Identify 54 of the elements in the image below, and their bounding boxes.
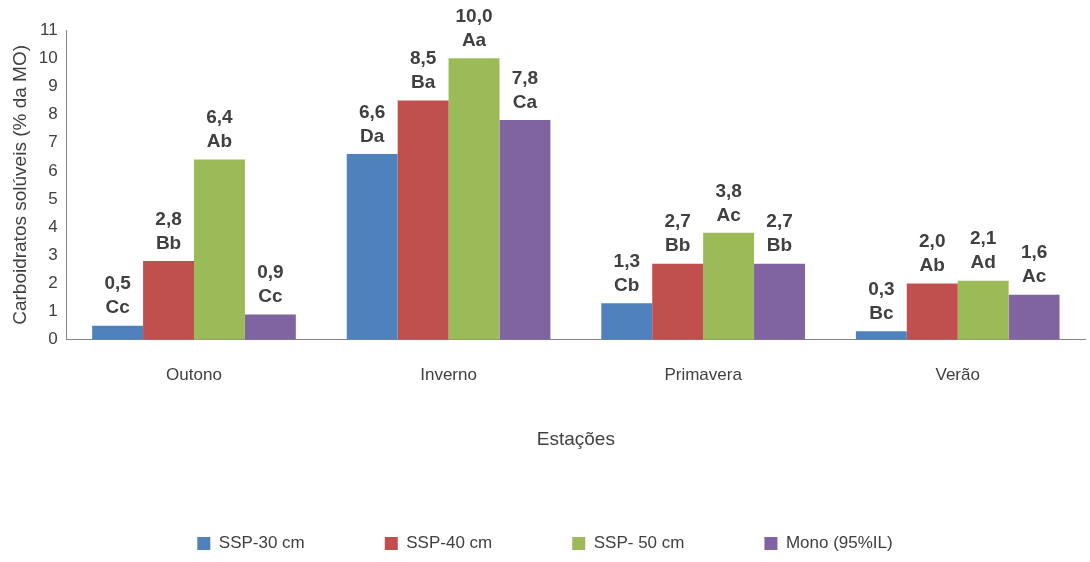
data-label: 0,5 Cc: [104, 272, 132, 318]
data-label: 2,1 Ad: [969, 227, 997, 273]
bar: [397, 100, 449, 340]
data-label: 6,4 Ab: [206, 106, 234, 152]
data-label: 7,8 Ca: [511, 66, 539, 112]
bar: [906, 283, 958, 340]
data-label: 6,6 Da: [358, 100, 386, 146]
legend-label: SSP-40 cm: [406, 533, 493, 553]
data-label: 3,8 Ac: [715, 179, 742, 225]
x-tick-label: Inverno: [420, 364, 477, 384]
data-label: 2,8 Bb: [155, 207, 182, 253]
bar: [194, 159, 245, 340]
x-tick-label: Outono: [166, 364, 222, 384]
bar: [143, 260, 194, 340]
y-tick-label: 2: [48, 273, 58, 293]
bar: [499, 120, 551, 340]
data-label: 2,7 Bb: [664, 210, 691, 256]
y-tick-label: 0: [48, 329, 58, 349]
bar: [346, 153, 398, 340]
bar: [652, 263, 704, 340]
y-tick-label: 3: [48, 245, 58, 264]
y-tick-label: 8: [48, 104, 58, 124]
bar: [92, 325, 144, 340]
bar: [601, 303, 653, 340]
y-tick-label: 5: [48, 188, 58, 208]
data-label: 2,7 Bb: [766, 210, 793, 256]
y-tick-label: 11: [40, 19, 58, 39]
bar: [855, 331, 907, 340]
bar: [957, 280, 1009, 340]
data-label: 1,6 Ac: [1020, 241, 1048, 287]
data-label: 0,3 Bc: [868, 278, 895, 324]
x-tick-label: Verão: [935, 364, 980, 384]
legend-label: SSP- 50 cm: [593, 533, 685, 553]
legend-label: Mono (95%IL): [785, 533, 893, 553]
data-label: 8,5 Ba: [409, 47, 437, 93]
data-label: 0,9 Cc: [257, 261, 284, 307]
y-tick-label: 6: [48, 160, 58, 180]
data-label: 1,3 Cb: [613, 249, 640, 295]
data-label: 2,0 Ab: [919, 230, 946, 276]
x-tick-label: Primavera: [664, 364, 743, 384]
y-tick-label: 9: [48, 76, 58, 96]
bar: [1008, 294, 1060, 340]
bar: [754, 263, 805, 340]
y-tick-label: 10: [38, 47, 58, 67]
bar: [703, 232, 755, 340]
legend-label: SSP-30 cm: [218, 533, 305, 553]
y-axis-title: Carboidratos solúveis (% da MO): [8, 44, 30, 325]
y-tick-label: 7: [48, 132, 58, 152]
x-axis-title: Estações: [536, 427, 615, 449]
bar: [244, 314, 296, 340]
bar: [448, 58, 500, 340]
data-label: 10,0 Aa: [455, 4, 493, 50]
y-tick-label: 4: [48, 216, 58, 236]
y-tick-label: 1: [48, 301, 58, 321]
